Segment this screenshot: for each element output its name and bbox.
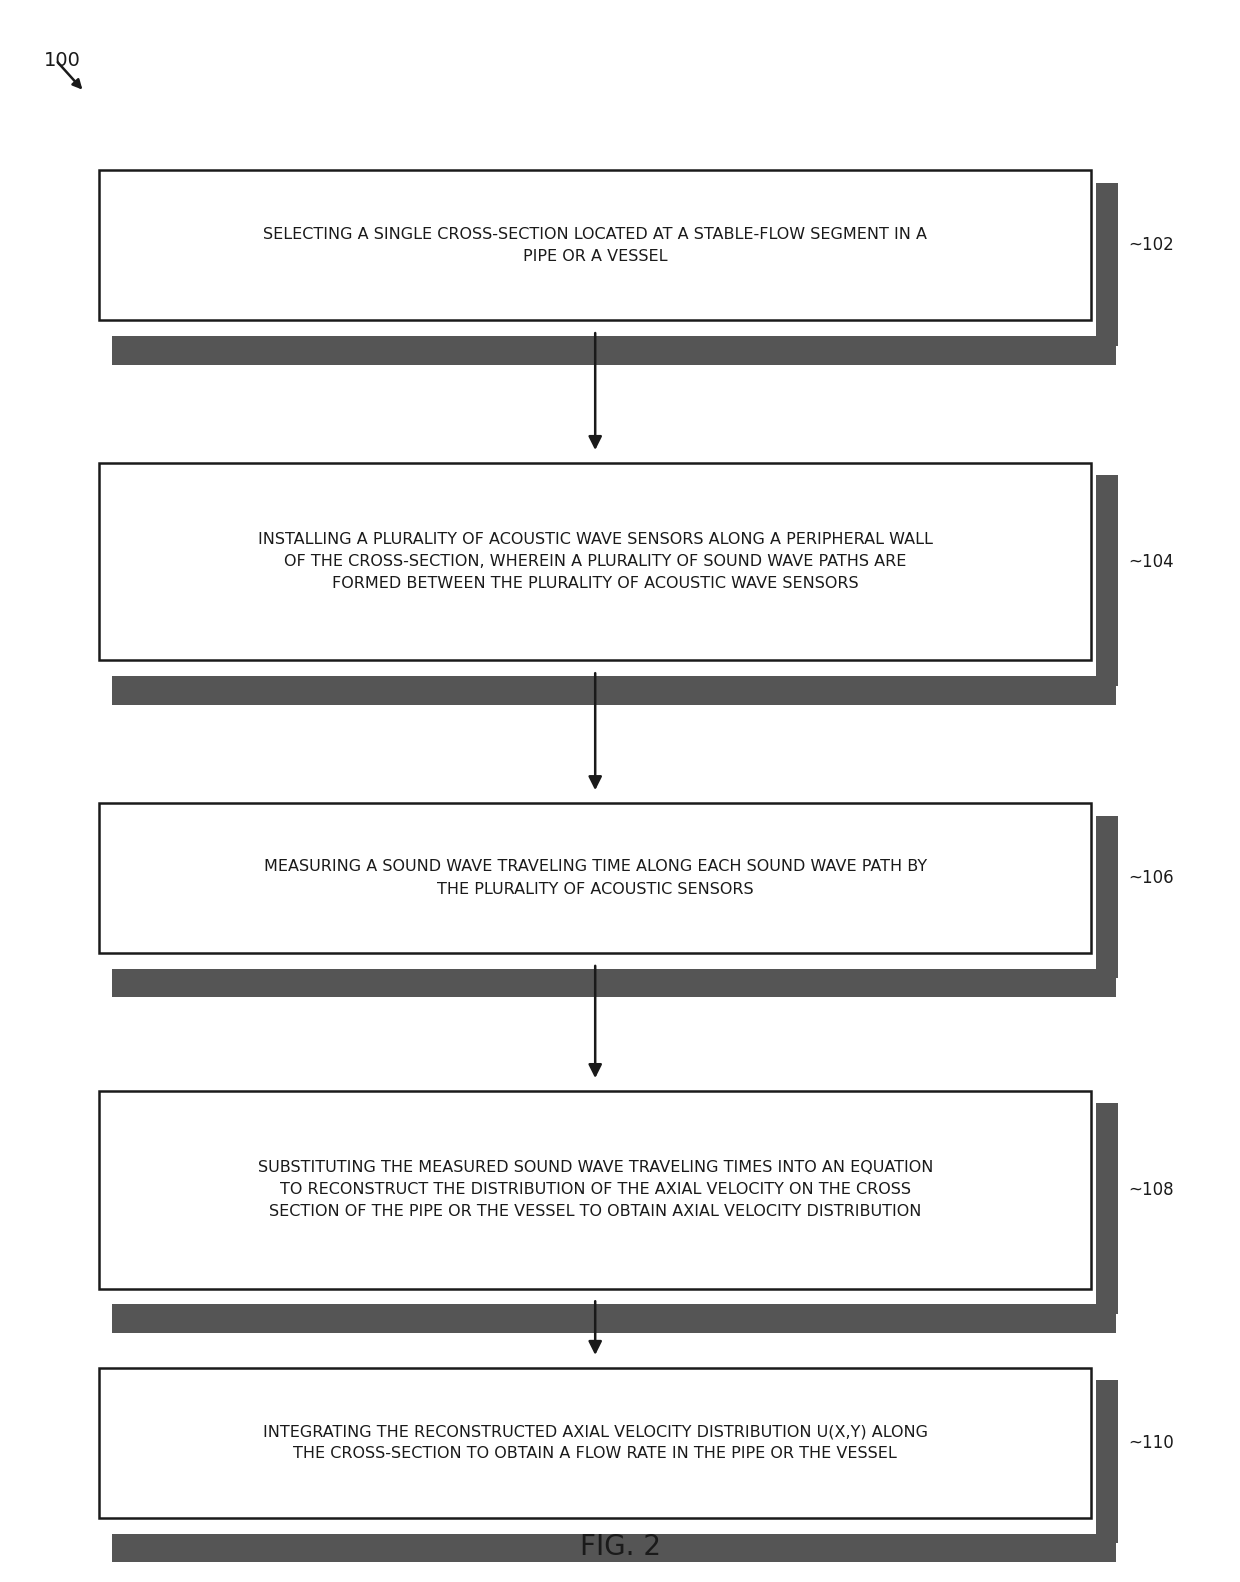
Bar (1096, 1380, 1118, 1544)
Bar (99, 462, 1091, 661)
Bar (112, 677, 1116, 706)
Bar (112, 335, 1116, 364)
Bar (112, 1304, 1116, 1332)
Bar (99, 802, 1091, 952)
Bar (99, 1092, 1091, 1288)
Bar (99, 169, 1091, 320)
Bar (1096, 475, 1118, 687)
Text: MEASURING A SOUND WAVE TRAVELING TIME ALONG EACH SOUND WAVE PATH BY
THE PLURALIT: MEASURING A SOUND WAVE TRAVELING TIME AL… (264, 859, 926, 897)
Text: 100: 100 (43, 51, 81, 70)
Text: FIG. 2: FIG. 2 (579, 1533, 661, 1561)
Bar (1096, 816, 1118, 978)
Bar (1096, 184, 1118, 346)
Bar (1096, 1104, 1118, 1313)
Text: ~108: ~108 (1128, 1180, 1174, 1199)
Text: INSTALLING A PLURALITY OF ACOUSTIC WAVE SENSORS ALONG A PERIPHERAL WALL
OF THE C: INSTALLING A PLURALITY OF ACOUSTIC WAVE … (258, 532, 932, 592)
Bar (112, 968, 1116, 998)
Bar (112, 1535, 1116, 1563)
Text: ~104: ~104 (1128, 552, 1174, 571)
Text: SELECTING A SINGLE CROSS-SECTION LOCATED AT A STABLE-FLOW SEGMENT IN A
PIPE OR A: SELECTING A SINGLE CROSS-SECTION LOCATED… (263, 226, 928, 264)
Text: ~102: ~102 (1128, 236, 1174, 255)
Text: SUBSTITUTING THE MEASURED SOUND WAVE TRAVELING TIMES INTO AN EQUATION
TO RECONST: SUBSTITUTING THE MEASURED SOUND WAVE TRA… (258, 1160, 932, 1220)
Text: ~106: ~106 (1128, 869, 1174, 888)
Text: ~110: ~110 (1128, 1433, 1174, 1452)
Text: INTEGRATING THE RECONSTRUCTED AXIAL VELOCITY DISTRIBUTION U(X,Y) ALONG
THE CROSS: INTEGRATING THE RECONSTRUCTED AXIAL VELO… (263, 1424, 928, 1462)
Bar (99, 1367, 1091, 1519)
